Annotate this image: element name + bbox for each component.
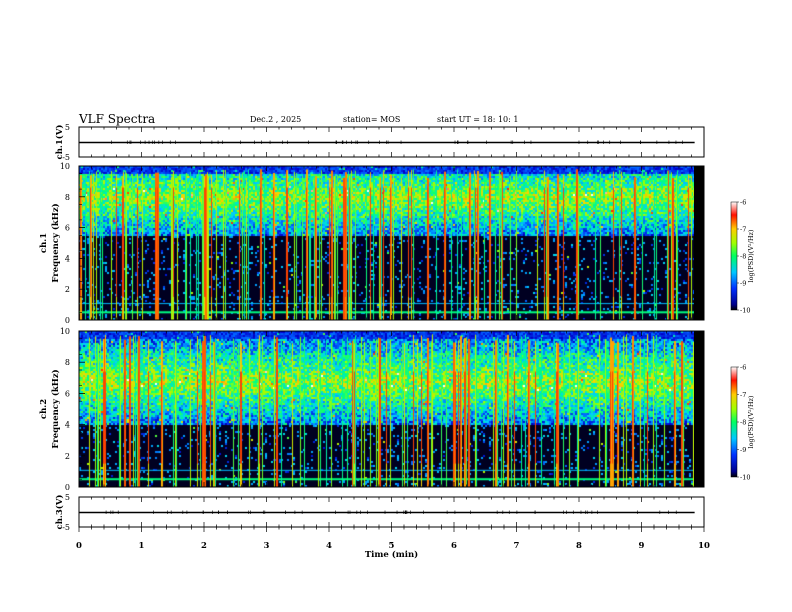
ch1-spectrogram-colorbar [730,201,738,311]
ch3-waveform [79,510,695,514]
x-tick-label: 7 [514,541,520,551]
y-tick-label: 10 [60,327,70,336]
ch1-waveform-ylabel: ch.1(V) [54,125,65,160]
y-tick-label: 10 [60,162,70,171]
x-tick-label: 3 [264,541,270,551]
colorbar-tick-label: -9 [740,280,746,288]
y-tick-label: 6 [65,389,70,398]
colorbar-tick-label: -8 [740,419,746,427]
x-tick-label: 5 [389,541,395,551]
y-tick-label: 8 [65,358,70,367]
y-tick-label: -5 [62,523,70,532]
ch1-spectrogram [79,166,704,320]
y-tick-label: 2 [65,452,70,461]
ch1-waveform [79,140,695,144]
ch1-spectrogram-ylabel: ch.1 Frequency (kHz) [39,203,61,282]
y-tick-label: 2 [65,285,70,294]
y-tick-label: 0 [65,483,70,492]
ch2-spectrogram-colorbar-label: log(PSD)(V²/Hz) [747,395,755,448]
x-tick-label: 1 [139,541,145,551]
colorbar-tick-label: -6 [740,199,746,207]
date-label: Dec.2 , 2025 [250,115,302,124]
colorbar-tick-label: -8 [740,253,746,261]
colorbar-tick-label: -10 [740,307,750,315]
y-tick-label: 0 [65,316,70,325]
colorbar-tick-label: -9 [740,446,746,454]
start-ut-label: start UT = 18: 10: 1 [437,115,519,124]
colorbar-tick-label: -7 [740,226,746,234]
ch2-spectrogram [79,331,704,487]
x-tick-label: 8 [576,541,582,551]
x-tick-label: 4 [326,541,332,551]
ch1-spectrogram-colorbar-label: log(PSD)(V²/Hz) [747,229,755,282]
station-label: station= MOS [343,115,401,124]
colorbar-tick-label: -7 [740,391,746,399]
x-tick-label: 2 [201,541,207,551]
y-tick-label: 4 [65,421,70,430]
x-tick-label: 10 [698,541,710,551]
y-tick-label: -5 [62,153,70,162]
figure-title: VLF Spectra [79,112,156,126]
colorbar-tick-label: -6 [740,364,746,372]
y-tick-label: 5 [65,493,70,502]
ch1-spectrogram-image [79,166,694,320]
y-tick-label: 4 [65,254,70,263]
ch2-spectrogram-colorbar [730,366,738,478]
y-tick-label: 5 [65,123,70,132]
ch2-spectrogram-image [79,331,694,487]
x-tick-label: 6 [451,541,457,551]
ch2-spectrogram-ylabel: ch.2 Frequency (kHz) [39,369,61,448]
x-axis-label: Time (min) [365,549,418,560]
ch3-waveform-ylabel: ch.3(V) [54,495,65,530]
colorbar-tick-label: -10 [740,474,750,482]
y-tick-label: 6 [65,224,70,233]
x-tick-label: 0 [76,541,82,551]
y-tick-label: 8 [65,193,70,202]
x-tick-label: 9 [639,541,645,551]
